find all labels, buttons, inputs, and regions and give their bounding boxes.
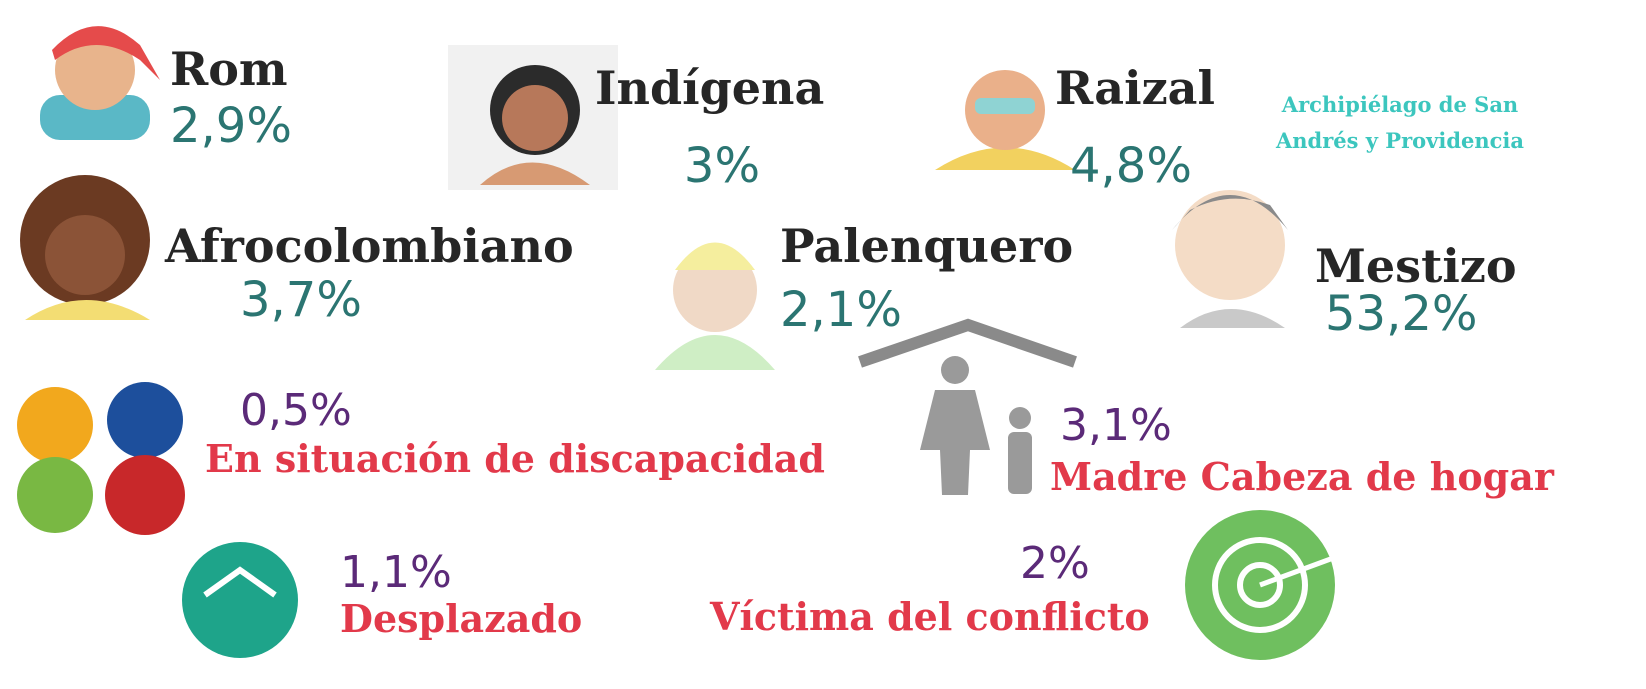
- condition-label: Desplazado: [340, 596, 582, 641]
- group-label: Indígena: [595, 61, 824, 115]
- mother-body: [920, 390, 990, 495]
- condition-value: 1,1%: [340, 547, 452, 598]
- group-value: 2,1%: [780, 282, 902, 338]
- group-value: 3%: [684, 138, 760, 194]
- group-value: 2,9%: [170, 98, 292, 154]
- group-note: Archipiélago de San: [1281, 92, 1518, 117]
- palenquero-icon-body: [655, 335, 775, 370]
- condition-value: 2%: [1020, 538, 1090, 589]
- disability-icon-3: [17, 457, 93, 533]
- condition-label: Víctima del conflicto: [709, 594, 1150, 639]
- group-label: Palenquero: [780, 219, 1073, 273]
- afro-icon-body: [25, 300, 150, 320]
- mestizo-icon-body: [1180, 309, 1285, 328]
- group-label: Afrocolombiano: [164, 219, 574, 273]
- disability-icon-2: [107, 382, 183, 458]
- displaced-icon: [182, 542, 298, 658]
- child-body: [1008, 432, 1032, 494]
- group-label: Raizal: [1055, 61, 1215, 115]
- condition-value: 0,5%: [240, 385, 352, 436]
- disability-icon-1: [17, 387, 93, 463]
- indigena-icon-face: [502, 85, 568, 151]
- condition-label: En situación de discapacidad: [205, 436, 825, 481]
- group-note: Andrés y Providencia: [1275, 128, 1524, 153]
- raizal-icon-body: [935, 148, 1075, 171]
- group-value: 4,8%: [1070, 138, 1192, 194]
- raizal-icon-glasses: [975, 98, 1035, 114]
- group-label: Mestizo: [1315, 239, 1517, 293]
- afro-icon-face: [45, 215, 125, 295]
- child-head: [1009, 407, 1031, 429]
- mother-head: [941, 356, 969, 384]
- condition-value: 3,1%: [1060, 400, 1172, 451]
- group-value: 3,7%: [240, 272, 362, 328]
- palenquero-icon-hair: [675, 243, 755, 271]
- disability-icon-4: [105, 455, 185, 535]
- condition-label: Madre Cabeza de hogar: [1050, 454, 1555, 499]
- group-label: Rom: [170, 42, 288, 96]
- group-value: 53,2%: [1325, 286, 1477, 342]
- infographic: Rom 2,9% Indígena 3% Raizal 4,8% Archipi…: [0, 0, 1646, 689]
